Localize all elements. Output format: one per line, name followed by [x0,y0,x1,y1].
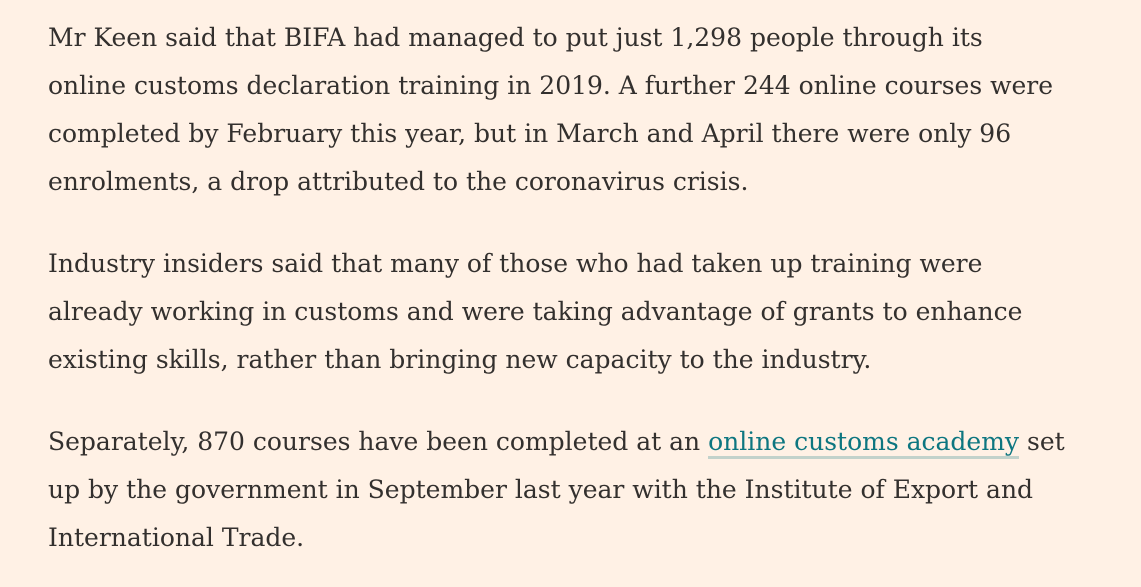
paragraph-line: existing skills, rather than bringing ne… [48,345,872,374]
paragraph-1: Mr Keen said that BIFA had managed to pu… [48,14,1118,206]
paragraph-line: Industry insiders said that many of thos… [48,249,983,278]
paragraph-line: enrolments, a drop attributed to the cor… [48,167,749,196]
paragraph-line: already working in customs and were taki… [48,297,1023,326]
paragraph-line: online customs declaration training in 2… [48,71,1054,100]
online-customs-academy-link[interactable]: online customs academy [708,427,1020,459]
article-body: Mr Keen said that BIFA had managed to pu… [48,14,1118,562]
paragraph-line: completed by February this year, but in … [48,119,1012,148]
text-after-link: set [1019,427,1065,456]
paragraph-line: Mr Keen said that BIFA had managed to pu… [48,23,983,52]
text-before-link: Separately, 870 courses have been comple… [48,427,709,456]
paragraph-3: Separately, 870 courses have been comple… [48,418,1118,562]
paragraph-line: International Trade. [48,523,305,552]
paragraph-line: up by the government in September last y… [48,475,1034,504]
paragraph-2: Industry insiders said that many of thos… [48,240,1118,384]
paragraph-line-with-link: Separately, 870 courses have been comple… [48,418,1118,466]
